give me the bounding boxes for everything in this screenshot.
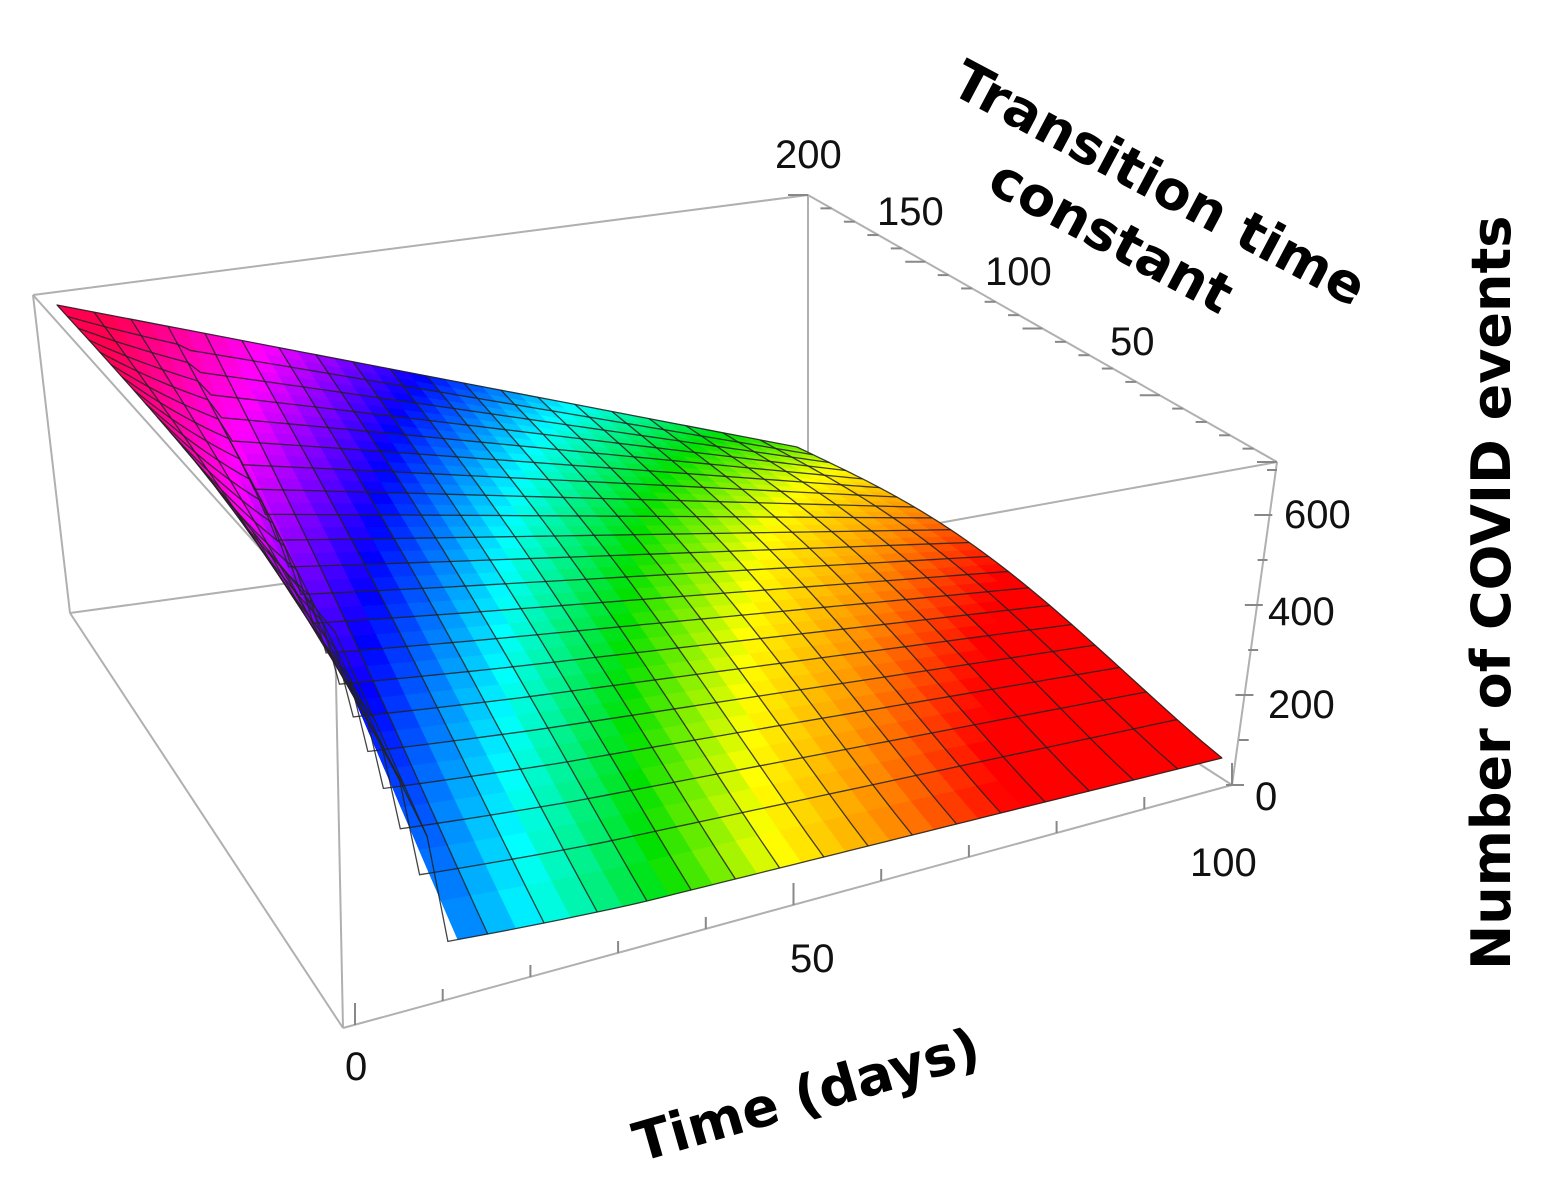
- mesh-line-tau: [121, 376, 897, 498]
- box-left-vertical: [32, 294, 71, 614]
- mesh-line-tau: [169, 431, 970, 568]
- mesh-line-time: [759, 439, 1179, 770]
- z-axis-ticks: [1226, 469, 1277, 786]
- mesh-line-tau: [88, 339, 846, 472]
- y-tick-label-200: 200: [775, 133, 842, 177]
- mesh-line-time: [722, 432, 1134, 781]
- mesh-line-tau: [133, 389, 915, 508]
- mesh-line-time: [463, 382, 825, 858]
- box-front-left-vertical: [334, 631, 344, 1029]
- mesh-line-time: [574, 403, 958, 825]
- y-tick-label-50: 50: [1110, 320, 1155, 364]
- x-axis-ticks: [354, 763, 1233, 1025]
- z-tick-label-0: 0: [1255, 775, 1277, 819]
- mesh-line-tau: [56, 304, 798, 448]
- mesh-line-time: [537, 396, 913, 836]
- mesh-line-time: [500, 389, 869, 847]
- mesh-line-time: [611, 410, 1002, 814]
- x-axis-label: Time (days): [626, 1015, 987, 1174]
- mesh-line-tau: [156, 416, 951, 541]
- mesh-line-tau: [110, 363, 880, 489]
- z-tick-label-600: 600: [1284, 493, 1351, 537]
- z-axis-label: Number of COVID events: [1460, 216, 1523, 970]
- mesh-line-tau: [67, 315, 814, 456]
- mesh-line-time: [796, 446, 1223, 759]
- mesh-line-time: [648, 418, 1046, 803]
- y-axis-ticks: [788, 194, 1277, 463]
- z-tick-label-400: 400: [1268, 590, 1335, 634]
- box-left-bottom-edge: [69, 612, 344, 1029]
- z-tick-label-200: 200: [1268, 683, 1335, 727]
- box-front-bottom-edge: [342, 784, 1233, 1029]
- x-tick-label-0: 0: [345, 1045, 367, 1089]
- x-tick-label-50: 50: [790, 937, 835, 981]
- y-tick-label-150: 150: [877, 190, 944, 234]
- surface-mesh: [55, 304, 1223, 943]
- x-tick-label-100: 100: [1190, 841, 1257, 885]
- mesh-line-tau: [145, 402, 933, 519]
- mesh-line-tau: [99, 351, 863, 480]
- mesh-line-time: [685, 425, 1090, 792]
- mesh-line-tau: [77, 327, 830, 464]
- y-tick-label-100: 100: [985, 250, 1052, 294]
